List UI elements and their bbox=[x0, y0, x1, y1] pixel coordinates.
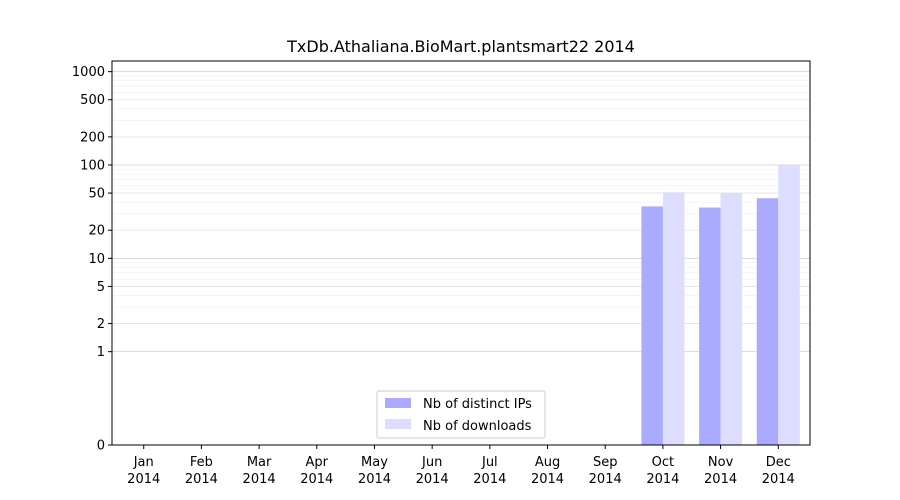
y-tick-label-1: 1 bbox=[97, 345, 105, 360]
y-tick-label-10: 1000 bbox=[72, 65, 105, 80]
legend-swatch-1 bbox=[385, 419, 411, 429]
x-tick-label-month-8: Sep bbox=[593, 455, 618, 470]
y-tick-label-9: 500 bbox=[80, 93, 105, 108]
bar-s1-9 bbox=[662, 192, 685, 445]
bars bbox=[641, 165, 800, 446]
x-tick-label-month-0: Jan bbox=[133, 455, 154, 470]
plot-area-frame bbox=[111, 60, 811, 446]
x-tick-label-month-3: Apr bbox=[306, 455, 329, 470]
x-tick-label-year-4: 2014 bbox=[358, 472, 391, 487]
legend: Nb of distinct IPs Nb of downloads bbox=[376, 390, 546, 439]
bar-s0-9 bbox=[641, 206, 663, 445]
x-tick-label-month-6: Jul bbox=[481, 455, 498, 470]
x-tick-label-month-4: May bbox=[361, 455, 388, 470]
x-tick-label-month-7: Aug bbox=[535, 455, 560, 470]
y-tick-label-8: 200 bbox=[80, 130, 105, 145]
bar-s0-11 bbox=[756, 198, 779, 445]
chart-title: TxDb.Athaliana.BioMart.plantsmart22 2014 bbox=[286, 37, 635, 56]
y-tick-label-2: 2 bbox=[97, 317, 105, 332]
x-tick-label-month-2: Mar bbox=[247, 455, 272, 470]
y-tick-label-6: 50 bbox=[88, 187, 105, 202]
x-tick-label-year-7: 2014 bbox=[531, 472, 564, 487]
x-tick-label-month-9: Oct bbox=[652, 455, 674, 470]
bar-s0-10 bbox=[699, 207, 721, 445]
y-tick-label-3: 5 bbox=[97, 280, 105, 295]
legend-label-0: Nb of distinct IPs bbox=[423, 397, 532, 412]
legend-box bbox=[376, 390, 546, 439]
x-tick-label-year-1: 2014 bbox=[185, 472, 218, 487]
legend-swatch-0 bbox=[385, 398, 411, 408]
x-tick-label-year-5: 2014 bbox=[416, 472, 449, 487]
bar-s1-11 bbox=[778, 165, 800, 446]
y-tick-label-5: 20 bbox=[88, 224, 105, 239]
x-tick-label-year-2: 2014 bbox=[243, 472, 276, 487]
x-tick-label-month-5: Jun bbox=[421, 455, 442, 470]
x-tick-label-year-10: 2014 bbox=[704, 472, 737, 487]
y-tick-label-4: 10 bbox=[88, 252, 105, 267]
legend-label-1: Nb of downloads bbox=[423, 419, 532, 434]
x-tick-label-year-0: 2014 bbox=[127, 472, 160, 487]
x-tick-label-month-1: Feb bbox=[190, 455, 213, 470]
x-tick-label-year-3: 2014 bbox=[300, 472, 333, 487]
y-tick-label-7: 100 bbox=[80, 158, 105, 173]
x-tick-label-month-11: Dec bbox=[766, 455, 791, 470]
bar-s1-10 bbox=[720, 193, 743, 445]
x-tick-label-year-9: 2014 bbox=[646, 472, 679, 487]
x-tick-label-month-10: Nov bbox=[708, 455, 734, 470]
x-tick-label-year-8: 2014 bbox=[589, 472, 622, 487]
x-tick-label-year-11: 2014 bbox=[762, 472, 795, 487]
x-tick-label-year-6: 2014 bbox=[473, 472, 506, 487]
y-tick-label-0: 0 bbox=[97, 439, 105, 454]
x-axis: Jan 2014 Feb 2014 Mar 2014 Apr 2014 May 2014 Jun 20… bbox=[127, 445, 795, 487]
y-axis: 0 1 2 5 10 20 50 100 200 500 1000 bbox=[72, 65, 112, 454]
grid bbox=[112, 71, 810, 353]
